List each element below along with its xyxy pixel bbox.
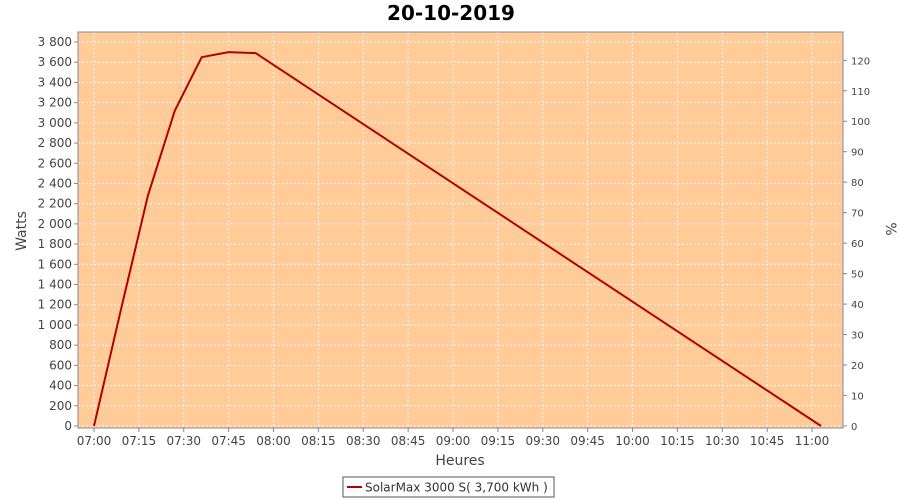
x-tick-label: 07:00 [77, 434, 112, 448]
x-tick-label: 07:15 [122, 434, 157, 448]
y-tick-label: 3 600 [38, 55, 72, 69]
legend: SolarMax 3000 S( 3,700 kWh ) [342, 476, 555, 498]
series-line [93, 51, 822, 427]
x-tick-label: 10:15 [660, 434, 695, 448]
y2-tick-label: 20 [851, 361, 864, 372]
y-tick-label: 1 800 [38, 237, 72, 251]
y-tick-label: 3 800 [38, 35, 72, 49]
x-tick-label: 07:45 [211, 434, 246, 448]
plot-area [78, 32, 843, 428]
y-tick-label: 3 200 [38, 96, 72, 110]
x-tick-label: 10:30 [705, 434, 740, 448]
y-axis-ticks: 0 200 400 600 800 1 000 1 200 1 400 1 600 1 800 2 … [38, 35, 78, 433]
y2-tick-label: 0 [851, 422, 857, 433]
axes [77, 31, 844, 429]
y2-axis-ticks: 0 10 20 30 40 50 60 70 80 90 100 110 120 [843, 56, 870, 433]
y-tick-label: 0 [64, 419, 72, 433]
y2-axis-label: % [882, 222, 898, 235]
y-tick-label: 2 200 [38, 197, 72, 211]
y2-tick-label: 90 [851, 148, 864, 159]
x-tick-label: 09:45 [570, 434, 605, 448]
x-tick-label: 08:00 [256, 434, 291, 448]
y-tick-label: 200 [49, 399, 72, 413]
y-tick-label: 1 000 [38, 318, 72, 332]
grid-lines [78, 32, 843, 428]
y-axis-label: Watts [14, 211, 30, 251]
x-tick-label: 08:15 [301, 434, 336, 448]
y2-tick-label: 70 [851, 209, 864, 220]
y2-tick-label: 80 [851, 178, 864, 189]
y2-tick-label: 40 [851, 300, 864, 311]
y2-tick-label: 30 [851, 331, 864, 342]
legend-box [342, 476, 555, 498]
x-axis-label: Heures [435, 453, 484, 469]
legend-entry: SolarMax 3000 S( 3,700 kWh ) [365, 481, 548, 495]
y2-tick-label: 10 [851, 392, 864, 403]
x-tick-label: 08:45 [391, 434, 426, 448]
y-tick-label: 1 600 [38, 257, 72, 271]
chart-title: 20-10-2019 [387, 1, 515, 25]
y2-tick-label: 50 [851, 270, 864, 281]
y2-tick-label: 120 [851, 56, 870, 67]
x-tick-label: 10:45 [750, 434, 785, 448]
y2-tick-label: 110 [851, 87, 870, 98]
y-tick-label: 2 000 [38, 217, 72, 231]
y-tick-label: 600 [49, 358, 72, 372]
y-tick-label: 3 000 [38, 116, 72, 130]
y2-tick-label: 60 [851, 239, 864, 250]
y-tick-label: 800 [49, 338, 72, 352]
series-layer [93, 51, 822, 427]
x-axis-ticks: 07:00 07:15 07:30 07:45 08:00 08:15 08:30 08:45… [77, 428, 830, 448]
y-tick-label: 2 800 [38, 136, 72, 150]
x-tick-label: 07:30 [166, 434, 201, 448]
y-tick-label: 3 400 [38, 75, 72, 89]
y-tick-label: 1 200 [38, 298, 72, 312]
y2-tick-label: 100 [851, 117, 870, 128]
x-tick-label: 10:00 [615, 434, 650, 448]
x-tick-label: 09:00 [436, 434, 471, 448]
y-tick-label: 2 600 [38, 156, 72, 170]
y-tick-label: 1 400 [38, 278, 72, 292]
x-tick-label: 11:00 [795, 434, 830, 448]
x-tick-label: 09:30 [525, 434, 560, 448]
y-tick-label: 400 [49, 379, 72, 393]
x-tick-label: 09:15 [481, 434, 516, 448]
x-tick-label: 08:30 [346, 434, 381, 448]
y-tick-label: 2 400 [38, 176, 72, 190]
plot-border [77, 31, 844, 429]
